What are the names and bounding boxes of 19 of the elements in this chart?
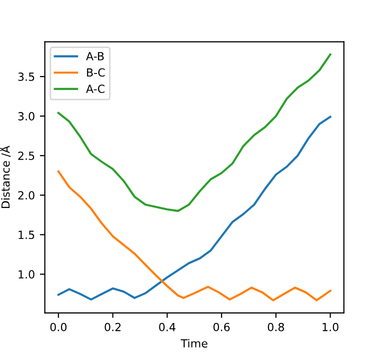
x-tick-label: 0.2 (104, 322, 121, 332)
y-tick-label: 3.5 (18, 72, 34, 81)
y-tick-label: 2.0 (18, 191, 34, 200)
legend-label: A-B (86, 52, 104, 60)
legend-label: B-C (87, 68, 105, 77)
y-tick-label: 2.5 (18, 152, 34, 160)
legend-label: A-C (86, 84, 104, 93)
line-series (57, 170, 332, 302)
x-tick-label: 0.8 (268, 322, 284, 332)
x-tick-label: 0.4 (159, 322, 176, 332)
x-tick-label: 0.6 (213, 322, 230, 332)
x-tick-label: 0.0 (50, 322, 67, 332)
y-tick-label: 3.0 (18, 112, 34, 120)
y-tick-label: 1.5 (18, 230, 34, 240)
line-series (57, 116, 332, 301)
y-tick-label: 1.0 (18, 270, 34, 279)
line-series (57, 53, 332, 212)
x-tick-label: 1.0 (322, 322, 338, 332)
x-axis-title: Time (180, 338, 208, 348)
